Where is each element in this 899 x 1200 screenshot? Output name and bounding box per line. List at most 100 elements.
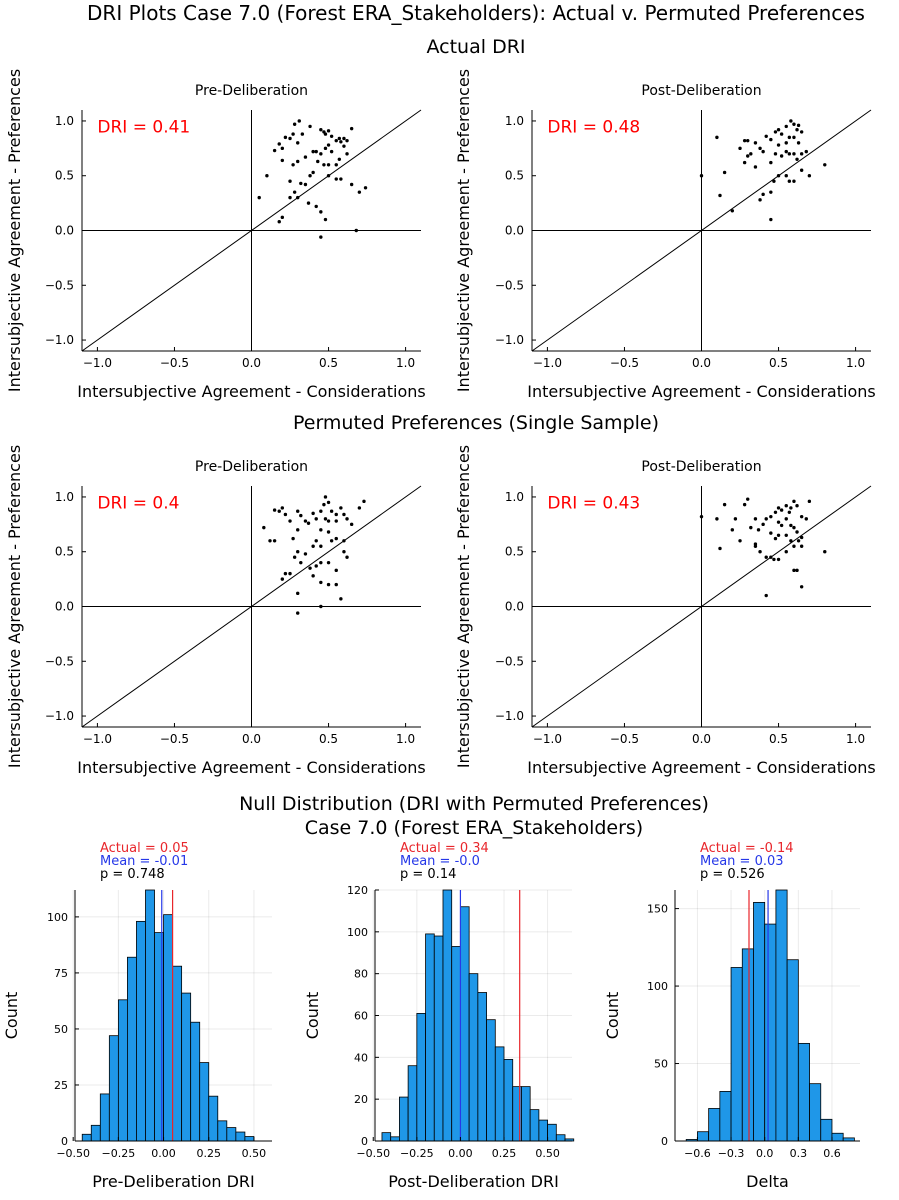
x-tick-label: 0.6 [823,1147,841,1160]
data-point [323,517,328,521]
data-point [283,135,288,140]
data-point [772,179,776,183]
histogram-bar [820,1118,833,1142]
x-tick-label: 0.3 [790,1147,808,1160]
data-point [738,539,742,543]
x-tick-label: −0.5 [160,732,189,746]
y-tick-label: 0.0 [505,224,524,238]
histogram-bar [697,1131,710,1142]
data-point [753,517,758,521]
data-point [795,128,799,132]
data-point [326,163,331,167]
histogram-bar [494,1046,505,1142]
data-point [792,544,796,548]
y-axis-label: Intersubjective Agreement - Preferences [454,445,473,768]
x-tick-label: −1.0 [533,356,562,370]
data-point [308,566,312,570]
data-point [807,499,812,504]
x-tick-label: −0.25 [102,1147,136,1160]
actual-annotation: Actual = 0.05 [100,841,189,856]
dri-annotation: DRI = 0.48 [547,117,640,137]
histogram-bar [764,923,777,1142]
data-point [784,149,788,154]
data-point [277,509,281,513]
data-point [319,580,323,585]
data-point [319,560,323,565]
data-point [296,550,300,554]
data-point [280,577,285,581]
y-tick-label: 1.0 [55,114,74,128]
data-point [339,177,343,181]
y-tick-label: 0.5 [55,545,74,559]
data-point [342,539,346,543]
data-point [342,512,346,517]
x-axis-label: Intersubjective Agreement - Consideratio… [527,758,875,777]
data-point [761,522,765,527]
x-tick-label: −0.5 [610,732,639,746]
data-point [772,557,776,562]
data-point [776,128,781,132]
data-point [291,132,295,136]
data-point [799,544,804,548]
x-tick-label: −0.6 [684,1147,711,1160]
y-tick-label: −1.0 [45,333,74,347]
data-point [699,174,704,178]
data-point [784,141,788,145]
data-point [326,174,331,178]
data-point [319,528,323,532]
y-tick-label: 60 [354,1010,368,1023]
data-point [297,119,301,123]
histogram-bar [741,948,754,1142]
data-point [776,533,781,537]
histogram-bar [753,901,766,1142]
data-point [784,124,788,129]
scatter-panel-actual-pre: −1.0 −1.0 −0.5 −0.5 0.0 0.0 0.5 0.5 1.0 1.0 Pre-De… [5,69,426,401]
diagonal-line [81,109,422,352]
histogram-bar [208,1095,219,1142]
data-point [288,571,292,576]
data-point [314,149,318,154]
p-value-annotation: p = 0.14 [400,867,456,882]
data-point [337,157,342,161]
data-point [792,568,796,573]
histogram-bar [145,889,155,1142]
data-point [334,568,338,573]
data-point [756,528,761,532]
data-point [769,514,773,519]
data-point [314,564,318,568]
y-tick-label: 0.5 [55,169,74,183]
y-tick-label: 100 [347,926,368,939]
data-point [265,174,269,178]
data-point [288,179,292,183]
data-point [277,142,281,146]
histogram-bar [181,992,192,1142]
data-point [268,539,272,543]
x-tick-label: 0.5 [769,356,788,370]
x-tick-label: 0.00 [151,1147,176,1160]
y-tick-label: 150 [647,903,668,916]
data-point [779,523,784,528]
y-axis-label: Intersubjective Agreement - Preferences [454,69,473,392]
histogram-bar [468,973,479,1142]
y-tick-label: 50 [654,1058,668,1071]
histogram-bar [399,1096,409,1142]
mean-annotation: Mean = -0.01 [100,854,188,869]
data-point [342,550,346,554]
data-point [291,163,295,167]
y-tick-label: 0.0 [55,600,74,614]
data-point [319,210,323,214]
histogram-bar [547,1123,557,1142]
y-tick-label: 20 [354,1093,368,1106]
data-point [758,146,762,151]
x-tick-label: 1.0 [396,356,415,370]
data-point [357,190,362,194]
data-point [357,506,362,510]
data-point [773,536,778,541]
x-tick-label: 1.0 [396,732,415,746]
histogram-bar [451,946,461,1142]
histogram-bar [486,1019,496,1142]
data-point [334,512,338,517]
data-point [799,168,804,172]
data-point [291,536,295,541]
mean-annotation: Mean = 0.03 [700,854,784,869]
